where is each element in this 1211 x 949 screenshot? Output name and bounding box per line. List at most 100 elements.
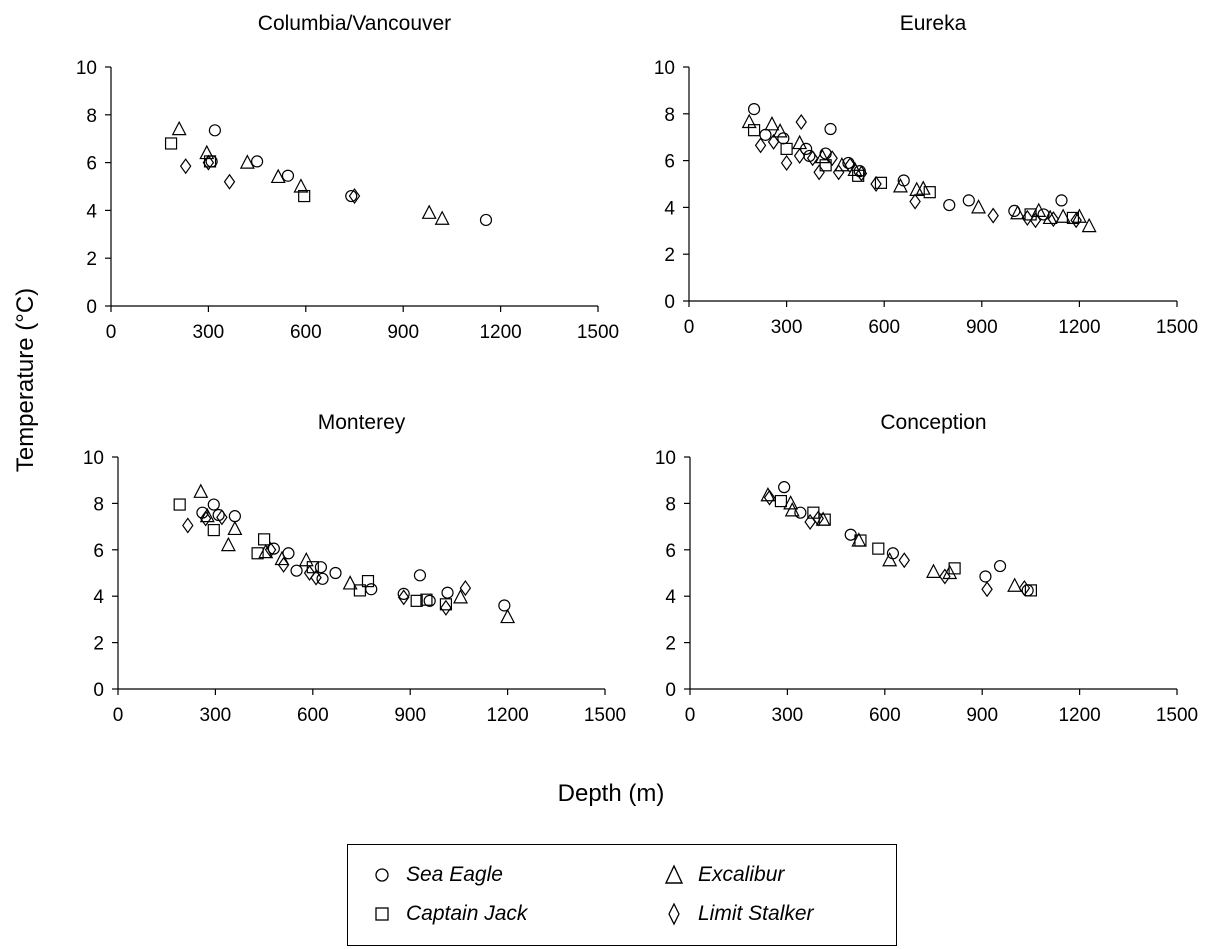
y-tick-label: 8 xyxy=(86,106,97,127)
y-tick-label: 0 xyxy=(86,297,97,318)
data-point-triangle xyxy=(293,178,309,193)
y-tick-label: 8 xyxy=(664,105,675,126)
data-point-diamond xyxy=(832,164,845,181)
data-point-diamond xyxy=(1070,212,1082,229)
series-captain-jack xyxy=(173,498,453,611)
x-tick-label: 600 xyxy=(869,705,901,726)
data-point-circle xyxy=(413,569,427,582)
series-excalibur xyxy=(193,483,516,624)
data-point-circle xyxy=(316,572,329,585)
data-point-circle xyxy=(962,194,975,207)
data-point-square xyxy=(819,159,832,172)
data-point-triangle xyxy=(815,511,831,526)
data-point-circle xyxy=(365,583,378,596)
x-tick-label: 1200 xyxy=(1058,317,1100,338)
data-point-square xyxy=(780,142,793,155)
y-tick-label: 6 xyxy=(86,154,97,175)
data-point-diamond xyxy=(793,147,806,164)
data-point-triangle xyxy=(274,550,290,566)
y-tick-label: 10 xyxy=(654,58,675,79)
data-point-diamond xyxy=(909,193,921,210)
x-tick-label: 300 xyxy=(772,705,804,726)
data-point-circle xyxy=(441,586,454,599)
data-point-circle xyxy=(207,498,220,511)
data-point-triangle xyxy=(500,608,516,624)
data-point-diamond xyxy=(310,569,322,586)
data-point-triangle xyxy=(814,148,830,164)
data-point-circle xyxy=(794,506,807,519)
data-point-square xyxy=(173,498,186,511)
y-tick-label: 2 xyxy=(93,634,104,655)
data-point-diamond xyxy=(277,556,290,573)
y-tick-label: 2 xyxy=(665,634,676,655)
data-point-circle xyxy=(778,481,791,494)
data-point-diamond xyxy=(795,113,807,131)
data-point-triangle xyxy=(971,199,987,214)
y-tick-label: 10 xyxy=(76,58,97,79)
y-tick-label: 4 xyxy=(93,587,104,608)
x-tick-label: 1500 xyxy=(584,705,626,726)
data-point-square xyxy=(258,533,271,546)
triangle-marker-icon xyxy=(664,864,684,884)
y-tick-label: 6 xyxy=(665,541,676,562)
legend-label-sea-eagle: Sea Eagle xyxy=(406,863,503,886)
data-point-triangle xyxy=(421,204,437,219)
y-tick-label: 2 xyxy=(86,249,97,270)
data-point-circle xyxy=(979,570,992,583)
data-point-triangle xyxy=(1081,217,1097,233)
x-tick-label: 1500 xyxy=(1156,705,1198,726)
data-point-circle xyxy=(345,189,358,203)
data-point-square xyxy=(874,176,888,189)
x-tick-label: 900 xyxy=(394,705,426,726)
diamond-marker-icon xyxy=(668,902,680,926)
data-point-circle xyxy=(1055,194,1068,207)
x-tick-label: 600 xyxy=(290,322,322,343)
data-point-diamond xyxy=(1047,211,1060,228)
data-point-square xyxy=(353,584,366,597)
legend-label-captain-jack: Captain Jack xyxy=(406,902,528,925)
y-tick-label: 10 xyxy=(83,448,104,469)
data-point-circle xyxy=(423,594,436,607)
data-point-diamond xyxy=(870,175,882,193)
panel-conception: Conception 0 2 4 6 8 10 0 300 600 900 1200 1500 xyxy=(655,411,1198,726)
data-point-diamond xyxy=(826,150,838,167)
data-point-triangle xyxy=(453,589,469,604)
data-point-diamond xyxy=(199,510,212,527)
data-point-circle xyxy=(759,128,772,141)
legend-item-limit-stalker: Limit Stalker xyxy=(660,899,814,929)
series-captain-jack xyxy=(774,494,1038,597)
series-sea-eagle xyxy=(778,481,1034,597)
y-tick-label: 8 xyxy=(93,494,104,515)
panel-title: Monterey xyxy=(318,411,406,434)
data-point-square xyxy=(923,186,936,199)
data-point-circle xyxy=(479,213,493,227)
data-point-diamond xyxy=(348,188,361,205)
series-limit-stalker xyxy=(754,113,1082,229)
data-point-square xyxy=(872,542,885,555)
data-point-circle xyxy=(1037,208,1050,221)
data-point-diamond xyxy=(813,164,825,181)
data-point-diamond xyxy=(763,489,776,506)
series-excalibur xyxy=(760,486,1023,592)
y-tick-label: 0 xyxy=(93,680,104,701)
data-point-diamond xyxy=(1018,580,1031,597)
x-tick-label: 0 xyxy=(113,705,124,726)
panel-title: Columbia/Vancouver xyxy=(258,12,451,35)
series-limit-stalker xyxy=(763,489,1031,598)
data-point-triangle xyxy=(220,536,236,552)
data-point-diamond xyxy=(1021,209,1034,226)
data-point-diamond xyxy=(806,150,819,167)
y-tick-label: 2 xyxy=(664,245,675,266)
data-point-triangle xyxy=(784,502,800,517)
y-tick-label: 0 xyxy=(665,680,676,701)
y-tick-label: 6 xyxy=(93,541,104,562)
data-point-square xyxy=(251,547,264,560)
x-tick-label: 600 xyxy=(868,317,900,338)
data-point-triangle xyxy=(892,178,908,193)
data-point-diamond xyxy=(216,509,228,526)
data-point-circle xyxy=(943,198,956,212)
y-axis-label: Temperature (°C) xyxy=(12,288,39,472)
data-point-circle xyxy=(397,587,410,600)
data-point-triangle xyxy=(760,486,776,502)
